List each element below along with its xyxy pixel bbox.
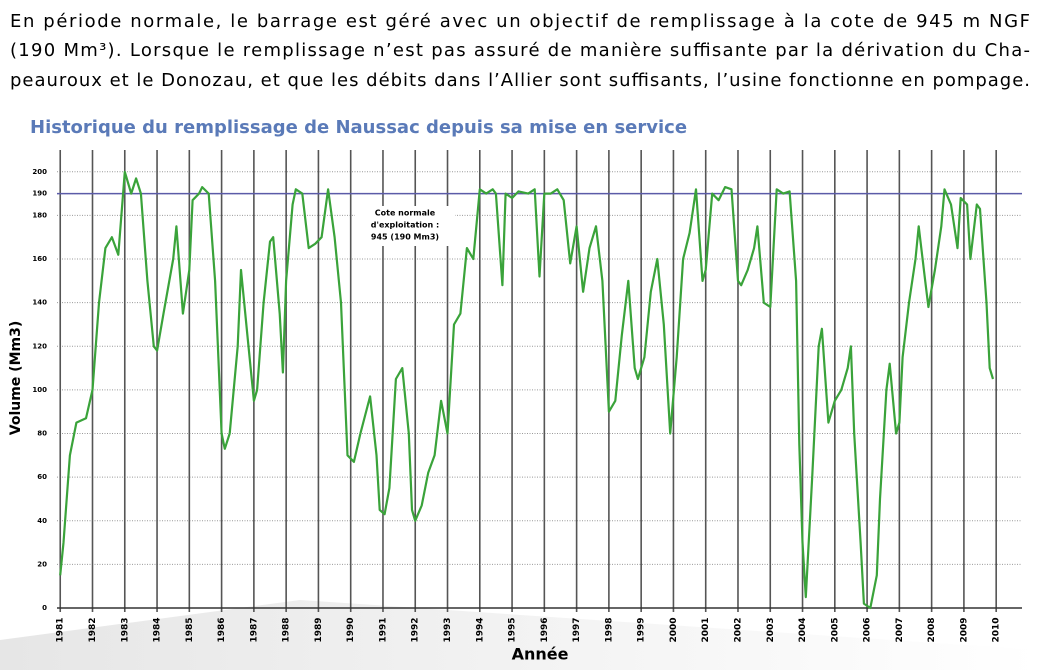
x-tick-label: 1993 xyxy=(443,617,453,642)
y-tick-label: 160 xyxy=(32,255,47,263)
x-tick-label: 1983 xyxy=(120,617,130,642)
x-tick-label: 2008 xyxy=(927,617,937,642)
x-tick-label: 2003 xyxy=(766,617,776,642)
y-tick-label: 140 xyxy=(32,299,47,307)
y-tick-label: 0 xyxy=(42,604,47,612)
x-tick-label: 1984 xyxy=(153,617,163,642)
annotation: 945 (190 Mm3) xyxy=(371,233,439,242)
x-tick-label: 2000 xyxy=(669,617,679,642)
x-tick-label: 1996 xyxy=(540,617,550,642)
annotation: Cote normale xyxy=(375,209,436,218)
x-tick-label: 1988 xyxy=(282,617,292,642)
y-tick-label: 60 xyxy=(37,473,47,481)
x-tick-label: 2007 xyxy=(895,617,905,642)
y-axis-label: Volume (Mm3) xyxy=(8,321,24,435)
y-tick-label: 40 xyxy=(37,517,47,525)
annotation-box xyxy=(355,206,455,246)
x-tick-label: 1995 xyxy=(508,617,518,642)
x-tick-label: 2006 xyxy=(863,617,873,642)
y-tick-label: 200 xyxy=(32,168,47,176)
x-tick-label: 2004 xyxy=(798,617,808,642)
paragraph-line: peauroux et le Donozau, et que les débit… xyxy=(10,70,1030,91)
x-tick-label: 1998 xyxy=(604,617,614,642)
y-tick-label: 120 xyxy=(32,342,47,350)
x-tick-label: 2002 xyxy=(733,617,743,642)
x-axis-label: Année xyxy=(512,645,569,664)
chart-title: Historique du remplissage de Naussac dep… xyxy=(30,117,687,138)
x-tick-label: 1981 xyxy=(56,617,66,642)
annotation: d'exploitation : xyxy=(371,221,439,230)
x-tick-label: 1994 xyxy=(475,617,485,642)
x-tick-label: 2001 xyxy=(701,617,711,642)
x-tick-label: 1985 xyxy=(185,617,195,642)
x-tick-label: 1991 xyxy=(378,617,388,642)
y-tick-label: 100 xyxy=(32,386,47,394)
x-tick-label: 1992 xyxy=(411,617,421,642)
x-tick-label: 2005 xyxy=(830,617,840,642)
x-tick-label: 1999 xyxy=(637,617,647,642)
x-tick-label: 2009 xyxy=(959,617,969,642)
y-tick-label: 20 xyxy=(37,560,47,568)
paragraph-line: (190 Mm³). Lorsque le remplissage n’est … xyxy=(10,40,1030,61)
x-tick-label: 1990 xyxy=(346,617,356,642)
y-tick-label: 190 xyxy=(32,190,47,198)
x-tick-label: 1997 xyxy=(572,617,582,642)
x-tick-label: 1989 xyxy=(314,617,324,642)
background-fade xyxy=(0,600,1039,670)
x-tick-label: 1987 xyxy=(249,617,259,642)
x-tick-label: 1986 xyxy=(217,617,227,642)
data-line xyxy=(59,170,995,610)
paragraph-line: En période normale, le barrage est géré … xyxy=(10,11,1030,32)
x-tick-label: 2010 xyxy=(992,617,1002,642)
y-tick-label: 80 xyxy=(37,430,47,438)
x-tick-label: 1982 xyxy=(88,617,98,642)
y-tick-label: 180 xyxy=(32,211,47,219)
